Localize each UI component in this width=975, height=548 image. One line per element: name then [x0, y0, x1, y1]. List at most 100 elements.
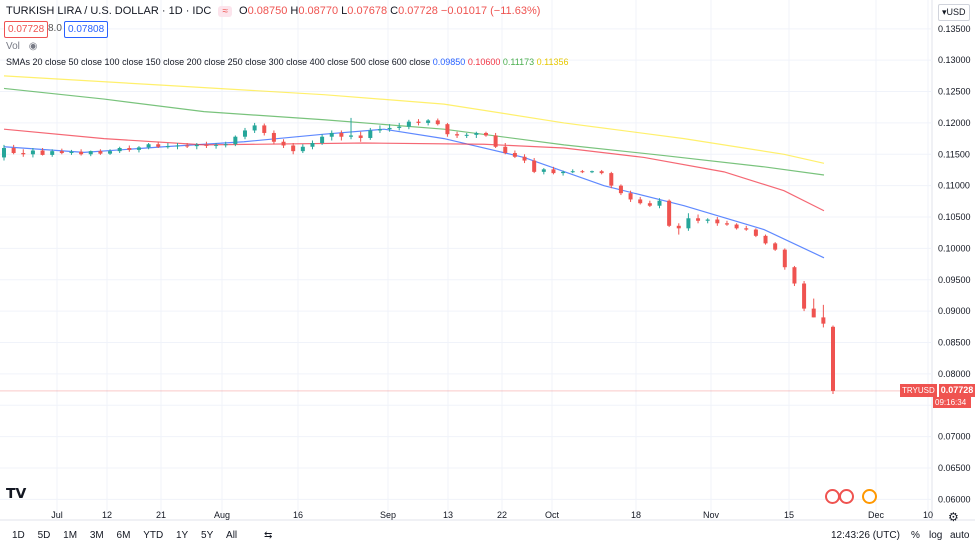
candle-body	[233, 136, 238, 145]
timeframe-1y[interactable]: 1Y	[176, 530, 189, 541]
auto-toggle[interactable]: auto	[950, 530, 970, 541]
timeframe-3m[interactable]: 3M	[89, 530, 104, 541]
us-flag-icon[interactable]	[825, 489, 840, 504]
candle-body	[2, 148, 6, 158]
candle-body	[185, 145, 190, 147]
sma-legend[interactable]: SMAs 20 close 50 close 100 close 150 clo…	[6, 57, 569, 67]
volume-label: Vol	[6, 41, 20, 52]
candle-body	[98, 151, 103, 154]
buy-price-box[interactable]: 0.07808	[64, 21, 109, 38]
candle-body	[715, 219, 720, 224]
candle-body	[426, 120, 431, 123]
close-label: C	[390, 5, 399, 17]
candle-body	[724, 223, 729, 225]
open-value: 0.08750	[247, 5, 288, 17]
price-tag-price: 0.07728	[938, 383, 975, 397]
timeframe-bar: 1D 5D 1M 3M 6M YTD 1Y 5Y All ⇆	[12, 530, 272, 541]
high-value: 0.08770	[298, 5, 339, 17]
candle-body	[464, 134, 469, 136]
timeframe-all[interactable]: All	[226, 530, 238, 541]
time-axis[interactable]: Jul 12 21 Aug 16 Sep 13 22 Oct 18 Nov 15 Dec 10	[51, 510, 933, 520]
price-tick-label: 0.12000	[938, 118, 971, 128]
price-tag-countdown: 09:16:34	[933, 396, 971, 408]
date-range-icon[interactable]: ⇆	[263, 530, 273, 541]
time-tick-label: Jul	[51, 510, 63, 520]
spread-value: 8.0	[48, 23, 62, 34]
sma50-value: 0.10600	[467, 57, 501, 67]
candle-body	[532, 160, 537, 172]
candle-body	[329, 132, 334, 137]
event-icons[interactable]	[825, 489, 877, 509]
candle-body	[512, 153, 517, 157]
candle-body	[175, 145, 180, 147]
chevron-down-icon: ▾	[942, 7, 947, 17]
last-price-tag: TRYUSD 0.07728 09:16:34	[900, 383, 975, 408]
price-tick-label: 0.09500	[938, 275, 971, 285]
candle-body	[108, 151, 113, 154]
candle-body	[638, 199, 643, 204]
candle-body	[821, 317, 826, 324]
candle-body	[88, 151, 93, 155]
candle-body	[214, 144, 219, 146]
utc-clock[interactable]: 12:43:26 (UTC)	[831, 530, 900, 541]
currency-label: USD	[946, 7, 966, 17]
price-tick-label: 0.10500	[938, 212, 971, 222]
candle-body	[223, 144, 228, 146]
sma20-value: 0.09850	[432, 57, 466, 67]
settings-gear-icon[interactable]: ⚙	[948, 510, 959, 524]
time-tick-label: Aug	[214, 510, 230, 520]
candle-body	[127, 148, 132, 150]
log-toggle[interactable]: log	[929, 530, 943, 541]
candle-body	[368, 130, 373, 138]
price-axis[interactable]: 0.13500 0.13000 0.12500 0.12000 0.11500 0.110…	[938, 24, 971, 504]
candle-body	[493, 135, 498, 147]
percent-toggle[interactable]: %	[911, 530, 920, 541]
sma-label: SMAs 20 close 50 close 100 close 150 clo…	[6, 57, 431, 67]
candle-body	[320, 136, 325, 143]
timeframe-6m[interactable]: 6M	[116, 530, 131, 541]
candle-body	[377, 129, 382, 131]
timeframe-1m[interactable]: 1M	[63, 530, 78, 541]
price-tick-label: 0.06500	[938, 463, 971, 473]
candle-body	[300, 146, 305, 152]
candle-body	[146, 144, 151, 148]
candle-body	[79, 151, 84, 155]
candle-body	[647, 203, 652, 206]
candle-body	[676, 225, 681, 229]
candle-body	[194, 144, 199, 147]
candle-body	[40, 150, 45, 155]
candle-body	[387, 127, 392, 130]
us-flag-icon[interactable]	[839, 489, 855, 504]
candle-body	[59, 151, 64, 154]
open-label: O	[239, 5, 248, 17]
symbol-title[interactable]: TURKISH LIRA / U.S. DOLLAR · 1D · IDC	[6, 5, 212, 17]
candle-body	[705, 219, 710, 221]
time-tick-label: 18	[631, 510, 641, 520]
candle-body	[522, 156, 527, 161]
candle-body	[696, 218, 701, 221]
event-icon[interactable]	[861, 489, 877, 504]
volume-legend[interactable]: Vol ◉	[6, 41, 37, 52]
time-tick-label: Sep	[380, 510, 396, 520]
candle-body	[551, 169, 556, 174]
candle-body	[773, 243, 778, 250]
candle-body	[416, 121, 421, 123]
candle-body	[136, 147, 141, 150]
candle-body	[763, 235, 768, 244]
low-label: L	[341, 5, 348, 17]
timeframe-ytd[interactable]: YTD	[143, 530, 164, 541]
timeframe-1d[interactable]: 1D	[12, 530, 25, 541]
low-value: 0.07678	[347, 5, 388, 17]
sell-price-box[interactable]: 0.07728	[4, 21, 49, 38]
tradingview-logo[interactable]: 𝗧𝗩	[6, 485, 26, 502]
candle-body	[165, 146, 170, 148]
sma-line-sma100	[3, 87, 825, 176]
candle-body	[406, 121, 411, 127]
candle-body	[667, 200, 672, 226]
timeframe-5y[interactable]: 5Y	[201, 530, 214, 541]
compare-icon[interactable]: ≈	[218, 6, 232, 17]
currency-button[interactable]: ▾USD	[938, 4, 970, 21]
eye-off-icon[interactable]: ◉	[28, 41, 38, 52]
timeframe-5d[interactable]: 5D	[37, 530, 51, 541]
